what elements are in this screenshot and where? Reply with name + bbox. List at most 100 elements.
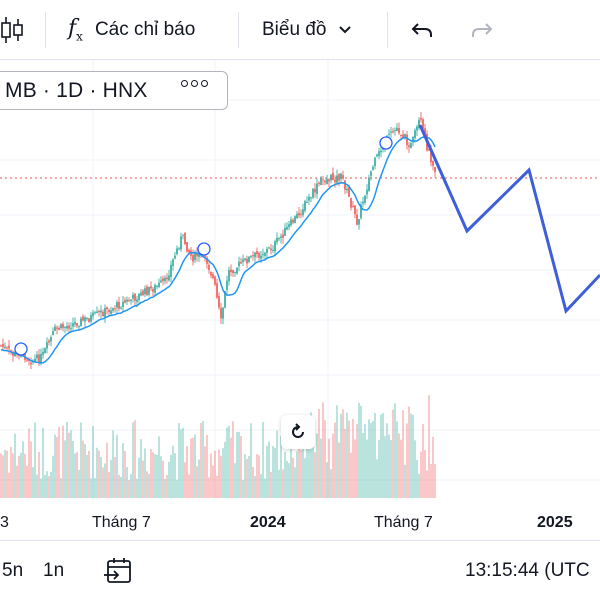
volume-bar: [164, 478, 166, 498]
volume-bar: [390, 439, 392, 498]
volume-bar: [220, 455, 222, 498]
candle-body: [72, 323, 74, 327]
volume-bar: [92, 425, 94, 498]
go-to-date-button[interactable]: [103, 541, 133, 601]
candle-body: [276, 237, 278, 243]
volume-bar: [208, 477, 210, 498]
volume-bar: [148, 473, 150, 498]
volume-bar: [398, 433, 400, 498]
volume-bar: [198, 459, 200, 498]
redo-button[interactable]: [470, 0, 494, 60]
candle-body: [172, 259, 174, 266]
candle-body: [300, 213, 302, 215]
volume-bar: [98, 450, 100, 498]
volume-bar: [432, 436, 434, 498]
candle-body: [400, 134, 402, 136]
candle-body: [380, 150, 382, 153]
volume-bar: [76, 451, 78, 498]
volume-bar: [288, 463, 290, 498]
candle-body: [236, 267, 238, 274]
clock-time[interactable]: 13:15:44 (UTC: [465, 541, 590, 601]
volume-bar: [348, 420, 350, 498]
indicators-label: Các chỉ báo: [94, 19, 196, 40]
volume-bar: [2, 455, 4, 498]
volume-bar: [74, 453, 76, 498]
volume-bar: [258, 455, 260, 498]
volume-bar: [146, 471, 148, 498]
candle-body: [76, 323, 78, 326]
symbol-legend[interactable]: MB · 1D · HNX: [0, 71, 228, 110]
candle-body: [164, 277, 166, 282]
volume-bar: [8, 472, 10, 498]
volume-bar: [300, 449, 302, 498]
candle-body: [322, 179, 324, 181]
candle-body: [230, 269, 232, 273]
volume-bar: [308, 443, 310, 498]
candle-body: [106, 307, 108, 310]
volume-bar: [26, 465, 28, 498]
more-options-icon[interactable]: [181, 80, 208, 87]
candle-body: [178, 248, 180, 250]
time-axis: 3 Tháng 7 2024 Tháng 7 2025: [0, 514, 573, 531]
volume-bar: [358, 402, 360, 498]
volume-bar: [412, 414, 414, 498]
candle-body: [420, 117, 422, 120]
candle-body: [430, 150, 432, 163]
candle-body: [122, 301, 124, 307]
candle-body: [296, 213, 298, 219]
candle-body: [368, 177, 370, 191]
range-1n-button[interactable]: 1n: [43, 541, 64, 601]
volume-bar: [114, 456, 116, 498]
candle-body: [246, 258, 248, 264]
volume-bar: [338, 442, 340, 498]
range-5n-button[interactable]: 5n: [2, 541, 23, 601]
candle-body: [186, 242, 188, 252]
candle-body: [124, 300, 126, 303]
volume-bar: [212, 465, 214, 498]
volume-bar: [182, 427, 184, 498]
volume-bar: [408, 406, 410, 498]
candlestick-chart-icon[interactable]: [0, 0, 24, 60]
time-axis-label: 2025: [537, 514, 573, 531]
candle-body: [6, 347, 8, 349]
volume-bar: [282, 469, 284, 498]
volume-bar: [330, 469, 332, 498]
volume-bar: [56, 436, 58, 498]
volume-bar: [192, 437, 194, 498]
candle-body: [30, 362, 32, 365]
volume-bar: [54, 434, 56, 498]
symbol-label: MB · 1D · HNX: [5, 78, 148, 102]
volume-bar: [72, 440, 74, 498]
volume-bar: [122, 443, 124, 498]
volume-bar: [44, 475, 46, 498]
candle-body: [68, 325, 70, 329]
candle-body: [228, 270, 230, 282]
undo-button[interactable]: [410, 0, 434, 60]
candle-body: [36, 354, 38, 359]
volume-bar: [210, 453, 212, 498]
candle-body: [194, 252, 196, 261]
candle-body: [366, 189, 368, 195]
candle-body: [140, 292, 142, 296]
volume-bar: [306, 438, 308, 498]
candle-body: [234, 271, 236, 273]
price-chart[interactable]: 3 Tháng 7 2024 Tháng 7 2025: [0, 60, 600, 540]
volume-bar: [304, 458, 306, 498]
candle-body: [402, 134, 404, 138]
candle-body: [52, 331, 54, 336]
candle-body: [38, 354, 40, 363]
candle-body: [364, 195, 366, 203]
chart-type-dropdown[interactable]: Biểu đồ: [262, 0, 352, 60]
candle-body: [62, 323, 64, 329]
volume-bar: [430, 463, 432, 498]
candle-body: [214, 276, 216, 285]
candle-body: [358, 219, 360, 225]
volume-bar: [422, 423, 424, 498]
reset-chart-button[interactable]: [281, 415, 315, 449]
volume-bar: [310, 412, 312, 498]
volume-bar: [80, 422, 82, 498]
candle-body: [280, 236, 282, 238]
volume-bar: [90, 478, 92, 498]
candle-body: [44, 348, 46, 354]
indicators-button[interactable]: fx Các chỉ báo: [68, 0, 195, 60]
